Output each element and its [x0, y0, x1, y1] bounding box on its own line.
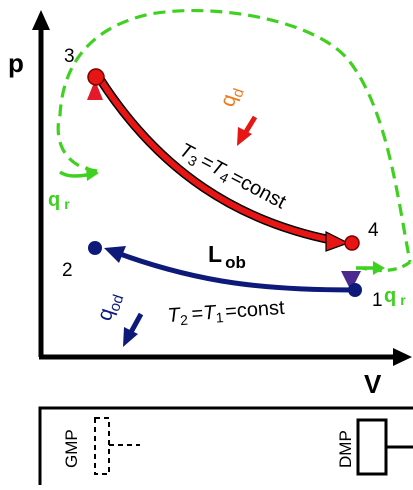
- state-point-1: [348, 283, 362, 297]
- process-1-2-arrowhead: [104, 246, 126, 263]
- state-point-2: [88, 241, 102, 255]
- y-axis-label: p: [8, 48, 24, 78]
- cold-isotherm-text: T2 =T1=const: [167, 297, 286, 329]
- axes: p V: [8, 10, 412, 399]
- process-4-1-arrowhead: [341, 271, 361, 291]
- heat-input-symbol: qd: [216, 83, 248, 110]
- y-axis-arrowhead: [32, 10, 50, 30]
- x-axis-label: V: [364, 369, 382, 399]
- heat-rejection-label: qod: [93, 289, 127, 324]
- heat-rejection-symbol: qod: [93, 289, 127, 324]
- point-label-2: 2: [62, 260, 73, 281]
- process-1-2-curve: [111, 248, 356, 293]
- machine-schematic: GMP DMP: [38, 406, 413, 490]
- heat-input-arrow: [237, 115, 258, 146]
- point-label-3: 3: [64, 46, 75, 67]
- cylinder-outline: [38, 406, 413, 490]
- regeneration-loop-curve: [56, 8, 412, 263]
- gmp-label: GMP: [62, 429, 81, 468]
- gmp-piston: [94, 417, 110, 475]
- x-axis-arrowhead: [393, 348, 412, 366]
- process-3-4-arrowhead: [325, 231, 350, 252]
- state-point-3: [87, 68, 105, 86]
- dmp-label: DMP: [336, 430, 355, 468]
- regen-arrow-right-head: [373, 261, 385, 275]
- heat-rejection-arrow: [123, 312, 144, 347]
- cold-isotherm-label: T2 =T1=const: [167, 297, 286, 329]
- point-label-1: 1: [372, 290, 383, 311]
- point-label-4: 4: [368, 220, 379, 241]
- state-point-4: [344, 235, 360, 251]
- heat-input-label: qd: [216, 83, 248, 110]
- dmp-piston: [356, 418, 388, 476]
- process-2-3-arrowhead: [87, 80, 103, 100]
- process-3-4-curve: [97, 77, 337, 244]
